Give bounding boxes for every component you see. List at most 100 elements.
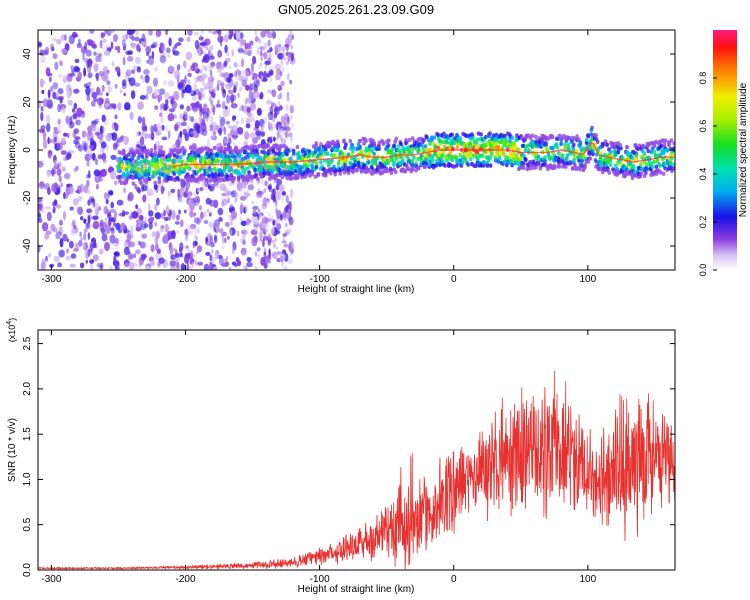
heatmap-cell [137, 116, 142, 124]
heatmap-cell [458, 152, 462, 158]
heatmap-cell [66, 238, 70, 243]
heatmap-cell [100, 125, 103, 135]
heatmap-cell [127, 192, 134, 202]
heatmap-cell [69, 263, 76, 268]
heatmap-cell [149, 30, 153, 36]
heatmap-cell [285, 152, 289, 157]
heatmap-cell [266, 200, 270, 206]
heatmap-cell [219, 149, 223, 154]
heatmap-cell [285, 104, 289, 112]
heatmap-cell [110, 41, 114, 50]
heatmap-cell [187, 30, 193, 36]
heatmap-cell [225, 83, 232, 90]
heatmap-cell [241, 79, 244, 86]
heatmap-cell [82, 242, 86, 250]
heatmap-cell [216, 147, 221, 152]
heatmap-cell [166, 47, 171, 54]
heatmap-cell [144, 132, 148, 140]
heatmap-cell [70, 65, 74, 71]
heatmap-cell [106, 144, 109, 151]
heatmap-cell [208, 222, 215, 228]
heatmap-cell [47, 98, 53, 108]
heatmap-cell [258, 38, 262, 44]
heatmap-cell [259, 174, 264, 179]
heatmap-cell [430, 155, 434, 161]
heatmap-cell [103, 205, 108, 215]
heatmap-cell [183, 191, 188, 198]
heatmap-cell [429, 135, 434, 140]
heatmap-cell [314, 160, 319, 165]
heatmap-cell [74, 242, 80, 251]
heatmap-cell [264, 259, 271, 264]
y-tick-label: 1.5 [22, 427, 33, 441]
heatmap-cell [104, 217, 108, 222]
heatmap-cell [246, 261, 253, 268]
heatmap-cell [187, 191, 193, 198]
heatmap-cell [269, 47, 273, 52]
heatmap-cell [235, 130, 238, 137]
heatmap-cell [441, 159, 445, 164]
heatmap-cell [73, 88, 80, 94]
heatmap-cell [281, 263, 284, 269]
heatmap-cell [385, 168, 390, 174]
heatmap-cell [150, 244, 155, 253]
heatmap-cell [237, 48, 245, 54]
heatmap-cell [432, 135, 437, 140]
heatmap-cell [104, 97, 110, 104]
heatmap-cell [123, 173, 127, 178]
heatmap-cell [59, 60, 63, 67]
heatmap-cell [264, 196, 267, 203]
heatmap-cell [336, 161, 341, 166]
heatmap-cell [268, 65, 272, 72]
heatmap-cell [70, 223, 73, 227]
heatmap-cell [154, 105, 159, 110]
heatmap-cell [112, 142, 118, 151]
heatmap-cell [567, 146, 571, 152]
heatmap-cell [111, 61, 115, 67]
y-tick-label: 2.0 [22, 381, 33, 395]
heatmap-cell [43, 224, 47, 232]
heatmap-cell [46, 170, 52, 178]
heatmap-cell [105, 103, 110, 107]
heatmap-cell [251, 69, 254, 76]
heatmap-cell [151, 51, 155, 59]
heatmap-cell [207, 173, 211, 179]
heatmap-cell [212, 30, 218, 35]
heatmap-cell [198, 49, 202, 54]
heatmap-cell [223, 126, 227, 135]
heatmap-cell [179, 252, 183, 258]
heatmap-cell [213, 219, 218, 229]
snr-ylabel: SNR (10 * v/v) [7, 418, 18, 482]
heatmap-cell [270, 216, 274, 222]
heatmap-cell [153, 203, 158, 211]
heatmap-cell [225, 189, 231, 197]
heatmap-cell [254, 172, 258, 178]
heatmap-cell [448, 150, 453, 155]
heatmap-cell [266, 143, 270, 148]
heatmap-cell [134, 82, 141, 87]
heatmap-cell [227, 197, 231, 204]
heatmap-cell [241, 230, 244, 234]
heatmap-cell [396, 148, 400, 153]
heatmap-cell [187, 36, 190, 43]
heatmap-cell [135, 31, 139, 36]
heatmap-cell [442, 134, 446, 140]
heatmap-cell [233, 82, 236, 88]
heatmap-cell [273, 161, 278, 167]
heatmap-cell [254, 36, 259, 43]
heatmap-cell [479, 132, 483, 137]
heatmap-cell [47, 136, 50, 145]
heatmap-cell [136, 66, 141, 73]
snr-panel: -300 -200 -100 0 100 0.0 0.5 1.0 1.5 2.0 2.5 Heigh… [6, 318, 676, 595]
heatmap-cell [412, 155, 416, 160]
heatmap-cell [295, 144, 300, 150]
heatmap-cell [117, 102, 122, 111]
heatmap-cell [259, 214, 263, 221]
heatmap-cell [267, 236, 273, 243]
heatmap-cell [317, 146, 322, 151]
heatmap-cell [651, 172, 656, 177]
heatmap-cell [174, 123, 179, 132]
heatmap-cell [127, 233, 131, 243]
heatmap-cell [344, 142, 348, 147]
heatmap-cell [201, 181, 205, 188]
